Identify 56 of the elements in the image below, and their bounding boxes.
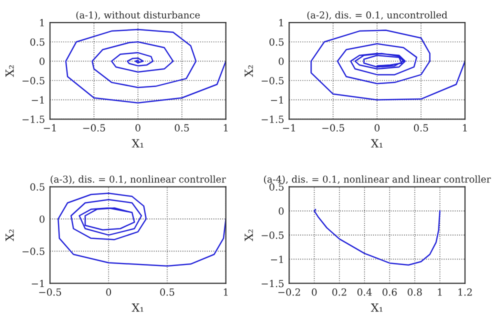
y-tick-label: −1 <box>32 96 44 104</box>
chart-title: (a-4), dis. = 0.1, nonlinear and linear controller <box>264 175 491 184</box>
y-tick-label: 0 <box>278 58 284 66</box>
y-tick-label: 0 <box>40 58 44 66</box>
line-series <box>310 30 465 100</box>
y-tick-label: 0.5 <box>269 183 284 191</box>
x-tick-label: 1 <box>224 124 228 132</box>
y-tick-label: 1 <box>40 19 44 26</box>
x-tick-label: 0 <box>106 288 112 296</box>
y-tick-label: −1.5 <box>22 116 44 123</box>
line-series <box>65 28 226 104</box>
y-axis-title: X₂ <box>6 230 14 242</box>
x-tick-label: 1 <box>438 288 442 296</box>
y-axis-title: X₂ <box>6 65 14 77</box>
y-tick-label: −1 <box>270 256 283 263</box>
y-tick-label: −0.5 <box>22 76 44 84</box>
x-axis-title: X₁ <box>132 304 144 312</box>
y-axis-title: X₂ <box>244 230 253 242</box>
y-tick-label: −0.5 <box>22 248 44 255</box>
x-tick-label: 0.2 <box>332 288 346 296</box>
x-tick-label: 0.5 <box>174 124 189 132</box>
x-tick-label: −0.2 <box>278 288 300 296</box>
x-tick-label: 1 <box>224 288 228 296</box>
chart-title: (a-3), dis. = 0.1, nonlinear controller <box>50 175 226 184</box>
x-tick-label: 0.6 <box>382 288 397 296</box>
x-tick-label: −0.5 <box>322 124 344 132</box>
y-tick-label: −1 <box>32 280 44 288</box>
y-tick-label: 0 <box>278 207 284 215</box>
x-axis-title: X₁ <box>370 304 382 312</box>
y-tick-label: 0 <box>40 215 44 223</box>
y-tick-label: 0.5 <box>269 38 284 46</box>
x-tick-label: 0.5 <box>160 288 174 296</box>
y-tick-label: 0.5 <box>30 38 44 46</box>
y-axis-title: X₂ <box>244 65 253 77</box>
line-series <box>314 208 441 266</box>
x-tick-label: 1 <box>463 124 467 132</box>
x-tick-label: −0.5 <box>83 124 106 132</box>
x-tick-label: 0.5 <box>414 124 428 132</box>
x-tick-label: 1.2 <box>458 288 472 296</box>
y-tick-label: −0.5 <box>262 76 284 84</box>
chart-title: (a-2), dis. = 0.1, uncontrolled <box>307 11 448 20</box>
y-tick-label: 0.5 <box>30 183 44 191</box>
y-tick-label: 1 <box>279 19 283 26</box>
x-tick-label: 0.4 <box>357 288 372 296</box>
x-axis-title: X₁ <box>370 139 382 148</box>
chart-title: (a-1), without disturbance <box>76 11 200 20</box>
y-tick-label: −1.5 <box>262 116 284 123</box>
x-tick-label: 0 <box>312 288 317 296</box>
y-tick-label: −0.5 <box>262 232 284 239</box>
y-tick-label: −1.5 <box>262 280 284 288</box>
y-tick-label: −1 <box>270 96 283 104</box>
x-tick-label: 0.8 <box>408 288 422 296</box>
line-series <box>58 192 226 267</box>
x-axis-title: X₁ <box>132 139 144 148</box>
x-tick-label: 0 <box>135 124 140 132</box>
x-tick-label: 0 <box>374 124 380 132</box>
